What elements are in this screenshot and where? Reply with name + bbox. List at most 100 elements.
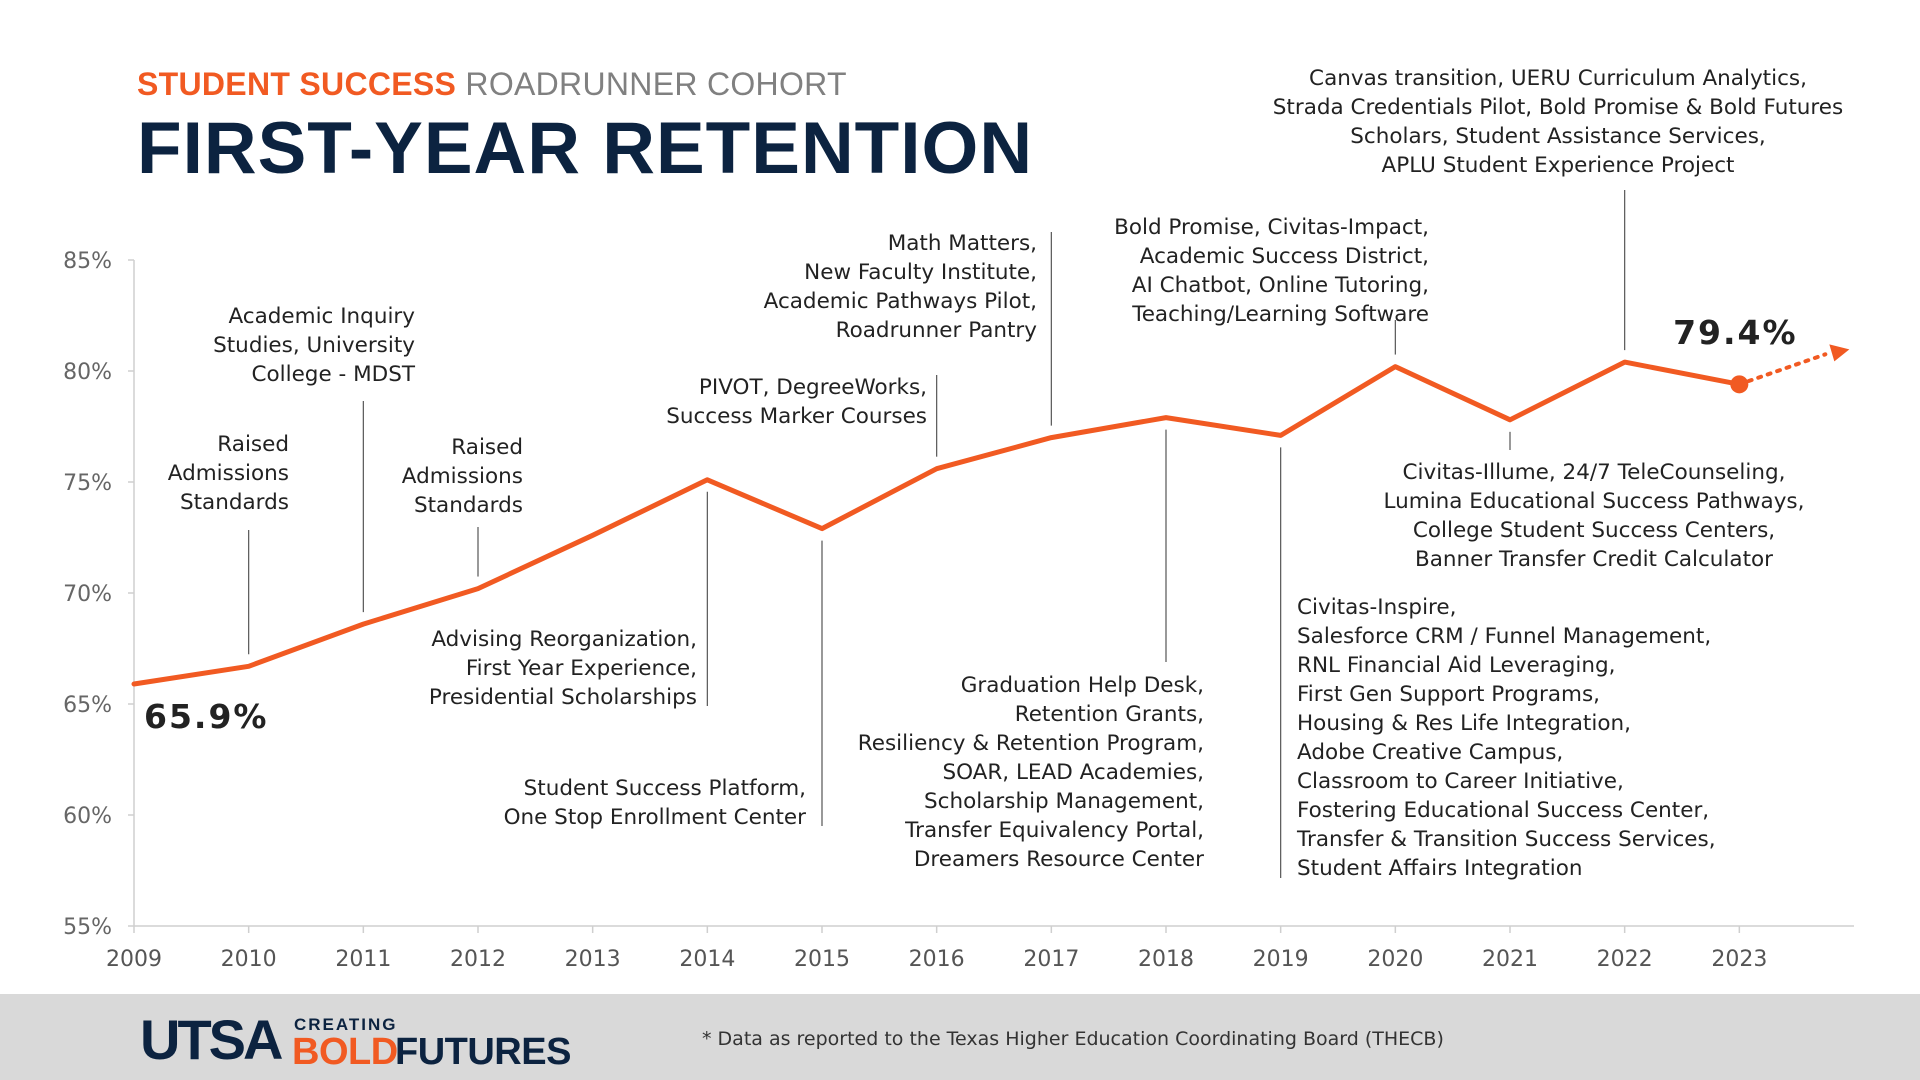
annotation-line: First Gen Support Programs, (1297, 682, 1601, 707)
x-tick-label: 2019 (1253, 947, 1309, 972)
annotation-line: Admissions (167, 461, 289, 486)
chart-series (131, 344, 1850, 687)
y-tick-label: 65% (63, 693, 112, 718)
x-tick-label: 2014 (679, 947, 735, 972)
x-tick-label: 2013 (565, 947, 621, 972)
annotation-2011: Academic Inquiry Studies, University Colle… (213, 302, 415, 389)
logo-utsa-text: UTSA (140, 1008, 283, 1071)
annotation-line: Standards (179, 490, 289, 515)
annotation-leaders (248, 190, 1626, 878)
annotation-line: Scholars, Student Assistance Services, (1350, 124, 1766, 149)
annotation-line: Raised (217, 432, 289, 457)
annotation-line: Academic Success District, (1139, 244, 1429, 269)
annotation-line: Classroom to Career Initiative, (1297, 769, 1624, 794)
annotation-line: Civitas-Illume, 24/7 TeleCounseling, (1402, 460, 1786, 485)
page-title: FIRST-YEAR RETENTION (137, 108, 1034, 189)
annotation-line: Civitas-Inspire, (1297, 595, 1457, 620)
retention-series-line (131, 359, 1742, 687)
y-tick-label: 70% (63, 582, 112, 607)
annotation-2020: Bold Promise, Civitas-Impact, Academic Su… (1114, 213, 1429, 329)
annotation-line: Bold Promise, Civitas-Impact, (1114, 215, 1429, 240)
logo-futures-text: FUTURES (395, 1031, 571, 1073)
chart-value-labels: 65.9% 79.4% (144, 313, 1798, 736)
annotation-line: College Student Success Centers, (1412, 518, 1776, 543)
x-tick-label: 2023 (1711, 947, 1767, 972)
y-tick-label: 80% (63, 360, 112, 385)
annotation-line: Strada Credentials Pilot, Bold Promise &… (1272, 95, 1844, 120)
annotation-line: Dreamers Resource Center (913, 847, 1204, 872)
annotation-line: Fostering Educational Success Center, (1297, 798, 1710, 823)
annotation-line: Scholarship Management, (924, 789, 1204, 814)
annotation-2014: Advising Reorganization, First Year Exper… (429, 625, 697, 712)
logo-bold-text: BOLD (292, 1031, 398, 1073)
annotation-line: Retention Grants, (1014, 702, 1204, 727)
x-tick-label: 2020 (1367, 947, 1423, 972)
end-point-marker (1730, 375, 1749, 394)
annotation-line: Transfer & Transition Success Services, (1297, 827, 1716, 852)
y-tick-label: 60% (63, 804, 112, 829)
annotation-line: Presidential Scholarships (428, 685, 697, 710)
annotation-line: One Stop Enrollment Center (503, 805, 806, 830)
annotation-line: Studies, University (213, 333, 415, 358)
annotation-line: Advising Reorganization, (431, 627, 697, 652)
footnote: * Data as reported to the Texas Higher E… (702, 1028, 1444, 1050)
annotation-line: Salesforce CRM / Funnel Management, (1297, 624, 1712, 649)
annotation-line: RNL Financial Aid Leveraging, (1297, 653, 1616, 678)
annotation-2019: Civitas-Inspire, Salesforce CRM / Funnel … (1297, 593, 1716, 883)
annotation-line: Lumina Educational Success Pathways, (1383, 489, 1805, 514)
x-tick-label: 2012 (450, 947, 506, 972)
annotation-line: SOAR, LEAD Academies, (942, 760, 1204, 785)
eyebrow-rest: ROADRUNNER COHORT (465, 66, 847, 102)
annotation-2012: Raised Admissions Standards (402, 433, 523, 520)
y-tick-label: 55% (63, 915, 112, 940)
annotation-line: PIVOT, DegreeWorks, (698, 375, 927, 400)
annotation-2017: Math Matters, New Faculty Institute, Acade… (764, 229, 1037, 345)
annotation-line: Standards (413, 493, 523, 518)
footer-bar (0, 994, 1920, 1080)
annotation-line: APLU Student Experience Project (1381, 153, 1735, 178)
annotation-line: Canvas transition, UERU Curriculum Analy… (1309, 66, 1807, 91)
annotation-line: Resiliency & Retention Program, (857, 731, 1204, 756)
annotation-line: New Faculty Institute, (804, 260, 1037, 285)
annotation-line: Academic Inquiry (228, 304, 415, 329)
annotation-line: First Year Experience, (465, 656, 697, 681)
x-tick-label: 2022 (1597, 947, 1653, 972)
x-tick-label: 2015 (794, 947, 850, 972)
x-tick-label: 2018 (1138, 947, 1194, 972)
x-tick-label: 2017 (1023, 947, 1079, 972)
x-tick-label: 2011 (335, 947, 391, 972)
chart-axes: 55% 60% 65% 70% 75% 80% 85% 2009 2010 2011 2012 201… (63, 249, 1854, 972)
end-value-label: 79.4% (1673, 313, 1798, 352)
annotation-line: Student Affairs Integration (1297, 856, 1583, 881)
x-tick-label: 2021 (1482, 947, 1538, 972)
y-tick-label: 75% (63, 471, 112, 496)
annotation-line: Housing & Res Life Integration, (1297, 711, 1631, 736)
annotation-line: Student Success Platform, (523, 776, 806, 801)
annotation-line: Teaching/Learning Software (1132, 302, 1429, 327)
trend-arrow-head (1829, 344, 1850, 362)
annotation-line: Banner Transfer Credit Calculator (1414, 547, 1774, 572)
annotation-line: Roadrunner Pantry (835, 318, 1037, 343)
annotation-line: Success Marker Courses (666, 404, 927, 429)
annotation-line: Graduation Help Desk, (960, 673, 1204, 698)
annotation-line: Academic Pathways Pilot, (763, 289, 1037, 314)
annotation-2015: Student Success Platform, One Stop Enroll… (504, 774, 806, 832)
retention-line-chart: 55% 60% 65% 70% 75% 80% 85% 2009 2010 2011 2012 201… (63, 190, 1854, 972)
annotation-line: Raised (451, 435, 523, 460)
annotation-line: Admissions (401, 464, 523, 489)
x-tick-label: 2010 (221, 947, 277, 972)
annotation-2018: Graduation Help Desk, Retention Grants, Re… (858, 671, 1204, 874)
x-tick-label: 2009 (106, 947, 162, 972)
x-tick-label: 2016 (909, 947, 965, 972)
annotation-2016: PIVOT, DegreeWorks, Success Marker Course… (666, 373, 927, 431)
annotation-2010: Raised Admissions Standards (168, 430, 289, 517)
annotation-line: College - MDST (251, 362, 415, 387)
eyebrow-accent: STUDENT SUCCESS (137, 66, 457, 102)
eyebrow: STUDENT SUCCESS ROADRUNNER COHORT (137, 66, 847, 103)
y-tick-label: 85% (63, 249, 112, 274)
trend-dotted-line (1737, 352, 1828, 387)
annotation-2022: Canvas transition, UERU Curriculum Analy… (1273, 64, 1843, 180)
annotation-line: Adobe Creative Campus, (1297, 740, 1564, 765)
start-value-label: 65.9% (144, 697, 269, 736)
annotation-2021: Civitas-Illume, 24/7 TeleCounseling, Lumi… (1384, 458, 1805, 574)
